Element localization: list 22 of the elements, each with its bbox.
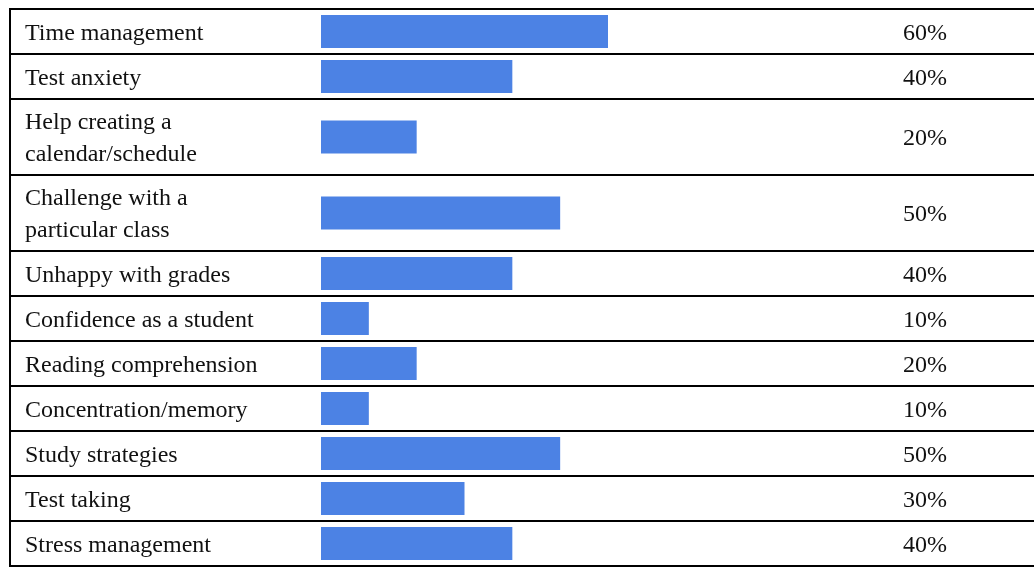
data-label: 20% — [903, 350, 947, 377]
y-tick-label: Confidence as a student — [25, 305, 254, 332]
y-tick-label: Test taking — [25, 485, 131, 512]
y-tick-label: Unhappy with grades — [25, 260, 231, 287]
y-tick-label: Time management — [25, 18, 204, 45]
data-label: 10% — [903, 395, 947, 422]
data-label: 60% — [903, 18, 947, 45]
data-label: 40% — [903, 530, 947, 557]
y-tick-label: Challenge with a particular class — [25, 184, 188, 242]
data-label: 40% — [903, 63, 947, 90]
y-tick-label: Stress management — [25, 530, 212, 557]
y-tick-label: Study strategies — [25, 440, 178, 467]
data-label: 20% — [903, 124, 947, 150]
y-tick-label: Help creating a calendar/schedule — [25, 108, 197, 166]
y-tick-label: Concentration/memory — [25, 395, 248, 422]
data-label: 50% — [903, 200, 947, 226]
data-label: 30% — [903, 485, 947, 512]
y-tick-label: Reading comprehension — [25, 350, 258, 377]
data-label: 10% — [903, 305, 947, 332]
y-tick-label: Test anxiety — [25, 63, 142, 90]
data-label: 40% — [903, 260, 947, 287]
data-label: 50% — [903, 440, 947, 467]
